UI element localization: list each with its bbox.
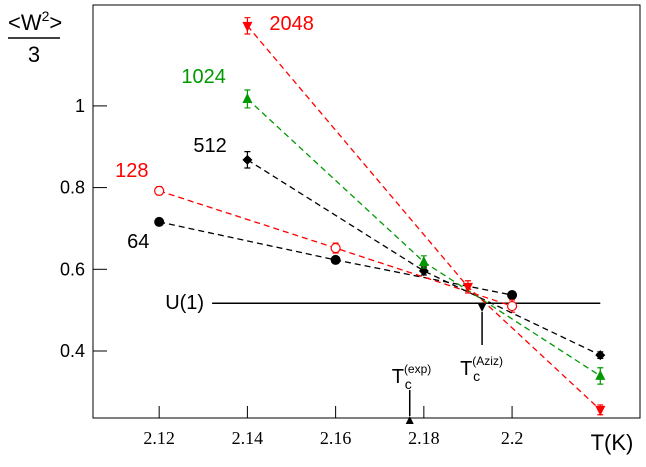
tc-sup: (Aziz) bbox=[472, 354, 503, 368]
point bbox=[595, 369, 606, 380]
tc-base: T bbox=[460, 358, 472, 380]
x-axis-label: T(K) bbox=[591, 430, 634, 455]
point bbox=[242, 21, 253, 32]
point bbox=[506, 300, 518, 312]
point bbox=[462, 282, 473, 293]
tc-label: T(Aziz) c bbox=[460, 354, 503, 384]
series-label: 2048 bbox=[269, 13, 314, 35]
series-label: 512 bbox=[193, 135, 226, 157]
tc-label: T(exp) c bbox=[392, 362, 432, 392]
x-tick-label: 2.2 bbox=[501, 428, 524, 448]
x-tick-label: 2.18 bbox=[408, 428, 440, 448]
y-axis-label-denominator: 3 bbox=[28, 42, 40, 67]
tc-sub: c bbox=[473, 368, 480, 384]
point bbox=[595, 350, 606, 361]
x-tick-label: 2.14 bbox=[232, 428, 264, 448]
y-axis-label: <W2> bbox=[8, 8, 62, 35]
y-tick-label: 0.6 bbox=[60, 259, 85, 279]
plot-frame bbox=[92, 4, 641, 419]
point bbox=[154, 185, 165, 196]
reference-label: U(1) bbox=[165, 292, 204, 314]
tc-arrowhead bbox=[478, 304, 487, 312]
tc-sup: (exp) bbox=[404, 362, 431, 376]
point bbox=[242, 92, 253, 103]
series-line bbox=[246, 98, 601, 377]
y-label-part: > bbox=[49, 10, 62, 35]
y-label-part: <W bbox=[8, 10, 42, 35]
tc-base: T bbox=[392, 366, 404, 388]
point bbox=[330, 254, 341, 265]
series-label: 128 bbox=[115, 160, 148, 182]
point bbox=[595, 405, 606, 416]
point bbox=[507, 290, 518, 301]
y-label-part: 2 bbox=[42, 8, 50, 24]
point bbox=[242, 154, 253, 165]
y-tick-label: 0.8 bbox=[60, 178, 85, 198]
y-tick-label: 1 bbox=[75, 96, 85, 116]
x-tick-label: 2.16 bbox=[320, 428, 352, 448]
series-label: 1024 bbox=[181, 66, 226, 88]
x-tick-label: 2.12 bbox=[143, 428, 175, 448]
y-tick-label: 0.4 bbox=[60, 341, 85, 361]
tc-sub: c bbox=[405, 376, 412, 392]
tc-arrowhead bbox=[405, 416, 414, 424]
point bbox=[330, 242, 341, 254]
series-line bbox=[246, 25, 601, 411]
point bbox=[418, 255, 429, 266]
series-label: 64 bbox=[127, 231, 149, 253]
point bbox=[154, 216, 165, 227]
